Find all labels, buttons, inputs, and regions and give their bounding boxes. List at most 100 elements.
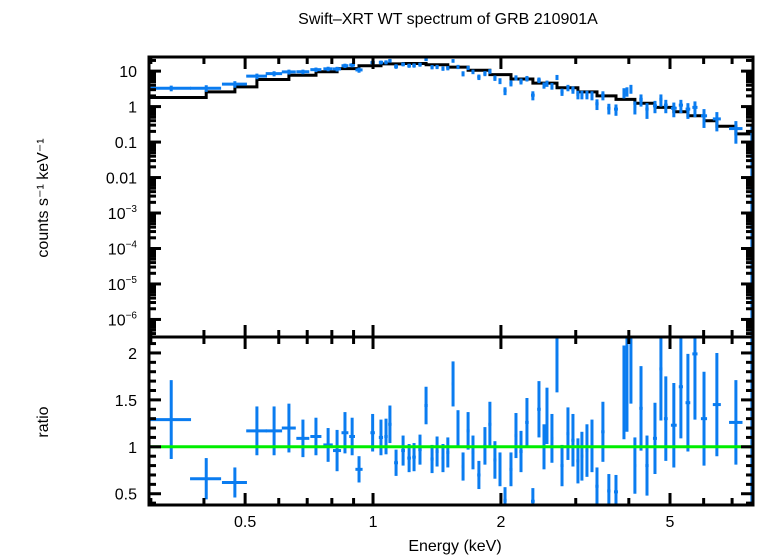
ratio-point	[585, 424, 589, 477]
spectrum-point	[629, 84, 633, 94]
spectrum-point	[571, 86, 575, 94]
ratio-point	[712, 352, 721, 457]
ratio-point	[530, 488, 535, 505]
spectrum-point	[663, 99, 668, 114]
spectrum-point	[471, 69, 475, 75]
y-tick-label: 0.1	[115, 135, 137, 152]
ratio-ytick-labels: 0.5 1 1.5 2	[115, 346, 137, 504]
spectrum-point	[639, 94, 643, 107]
ratio-point	[629, 337, 633, 404]
x-tick-label: 5	[666, 514, 675, 531]
ratio-point	[424, 386, 428, 425]
ratio-point	[394, 449, 399, 476]
ratio-point	[729, 380, 743, 465]
ratio-point	[418, 434, 422, 465]
spectrum-point	[670, 102, 677, 118]
ratio-point	[407, 443, 411, 473]
spectrum-point	[595, 99, 599, 111]
y-axis-label-counts: counts s⁻¹ keV⁻¹	[35, 138, 52, 257]
spectrum-point	[477, 74, 481, 81]
spectrum-point	[560, 88, 564, 96]
ratio-point	[580, 431, 584, 481]
spectrum-point	[456, 64, 460, 70]
ratio-point	[446, 437, 450, 468]
spectrum-point	[566, 84, 570, 92]
y-tick-label: 0.5	[115, 487, 137, 504]
spectrum-points-group	[149, 57, 754, 337]
ratio-point	[622, 345, 626, 440]
spectrum-point	[645, 103, 649, 119]
spectrum-point	[221, 81, 247, 88]
spectrum-point	[149, 85, 192, 92]
ratio-point	[659, 337, 663, 421]
x-axis-label: Energy (keV)	[408, 538, 501, 555]
ratio-point	[401, 435, 405, 466]
ratio-point	[349, 417, 356, 456]
ratio-point	[678, 337, 683, 439]
ratio-point	[332, 429, 342, 472]
spectrum-point	[585, 90, 589, 100]
y-tick-label: 2	[128, 346, 137, 363]
ratio-point	[509, 452, 513, 487]
ratio-point	[441, 443, 445, 473]
ratio-point	[571, 413, 575, 467]
ratio-point	[221, 467, 247, 498]
spectrum-point	[519, 78, 523, 85]
ratio-point	[550, 413, 554, 463]
ratio-point	[388, 405, 392, 444]
ratio-point	[685, 353, 691, 452]
ratio-point	[466, 412, 470, 450]
spectrum-point	[435, 64, 439, 70]
spectrum-point	[622, 88, 626, 99]
ratio-point	[514, 413, 518, 459]
spectrum-point	[332, 66, 342, 72]
spectrum-point	[545, 80, 549, 87]
ratio-point	[566, 407, 570, 460]
spectrum-point	[685, 103, 691, 119]
ratio-point	[190, 458, 222, 500]
ratio-point	[471, 435, 475, 470]
ratio-point	[700, 371, 708, 466]
x-tick-label: 2	[496, 514, 505, 531]
spectrum-point	[659, 94, 663, 107]
ratio-point	[503, 487, 507, 505]
x-tick-label: 0.5	[234, 514, 256, 531]
spectrum-panel: 10 1 0.1 0.01 10−3 10−4 10−5 10−6	[106, 55, 755, 339]
spectrum-point	[388, 58, 392, 63]
spectrum-point	[483, 71, 487, 77]
y-tick-label: 10	[119, 64, 137, 81]
spectrum-point	[550, 83, 554, 90]
spectrum-point	[530, 91, 535, 101]
spectrum-point	[607, 103, 611, 115]
ratio-point	[639, 366, 643, 451]
ratio-point	[435, 436, 439, 467]
ratio-point	[537, 381, 541, 438]
ratio-point	[555, 337, 559, 393]
spectrum-point	[394, 64, 399, 69]
spectrum-point	[700, 109, 708, 128]
spectrum-point	[509, 80, 513, 87]
spectrum-point	[341, 63, 349, 69]
spectrum-point	[310, 67, 322, 73]
ratio-point	[560, 444, 564, 487]
spectrum-point	[451, 59, 455, 63]
spectrum-ytick-labels: 10 1 0.1 0.01 10−3 10−4 10−5 10−6	[106, 64, 138, 329]
spectrum-point	[498, 78, 502, 85]
spectrum-point	[729, 121, 743, 144]
spectrum-point	[407, 63, 411, 68]
ratio-point	[456, 410, 460, 448]
ratio-point	[488, 401, 492, 447]
ratio-point	[670, 382, 677, 468]
spectrum-point	[265, 71, 283, 77]
ratio-point	[281, 403, 296, 453]
spectrum-point	[555, 74, 559, 81]
spectrum-point	[281, 69, 296, 75]
spectrum-point	[525, 75, 529, 82]
y-tick-label: 10−6	[108, 310, 138, 329]
ratio-point	[595, 467, 599, 505]
ratio-point	[525, 398, 529, 447]
ratio-point	[310, 417, 322, 456]
spectrum-point	[503, 87, 507, 96]
y-tick-label: 1	[128, 100, 137, 117]
spectrum-point	[542, 82, 546, 89]
